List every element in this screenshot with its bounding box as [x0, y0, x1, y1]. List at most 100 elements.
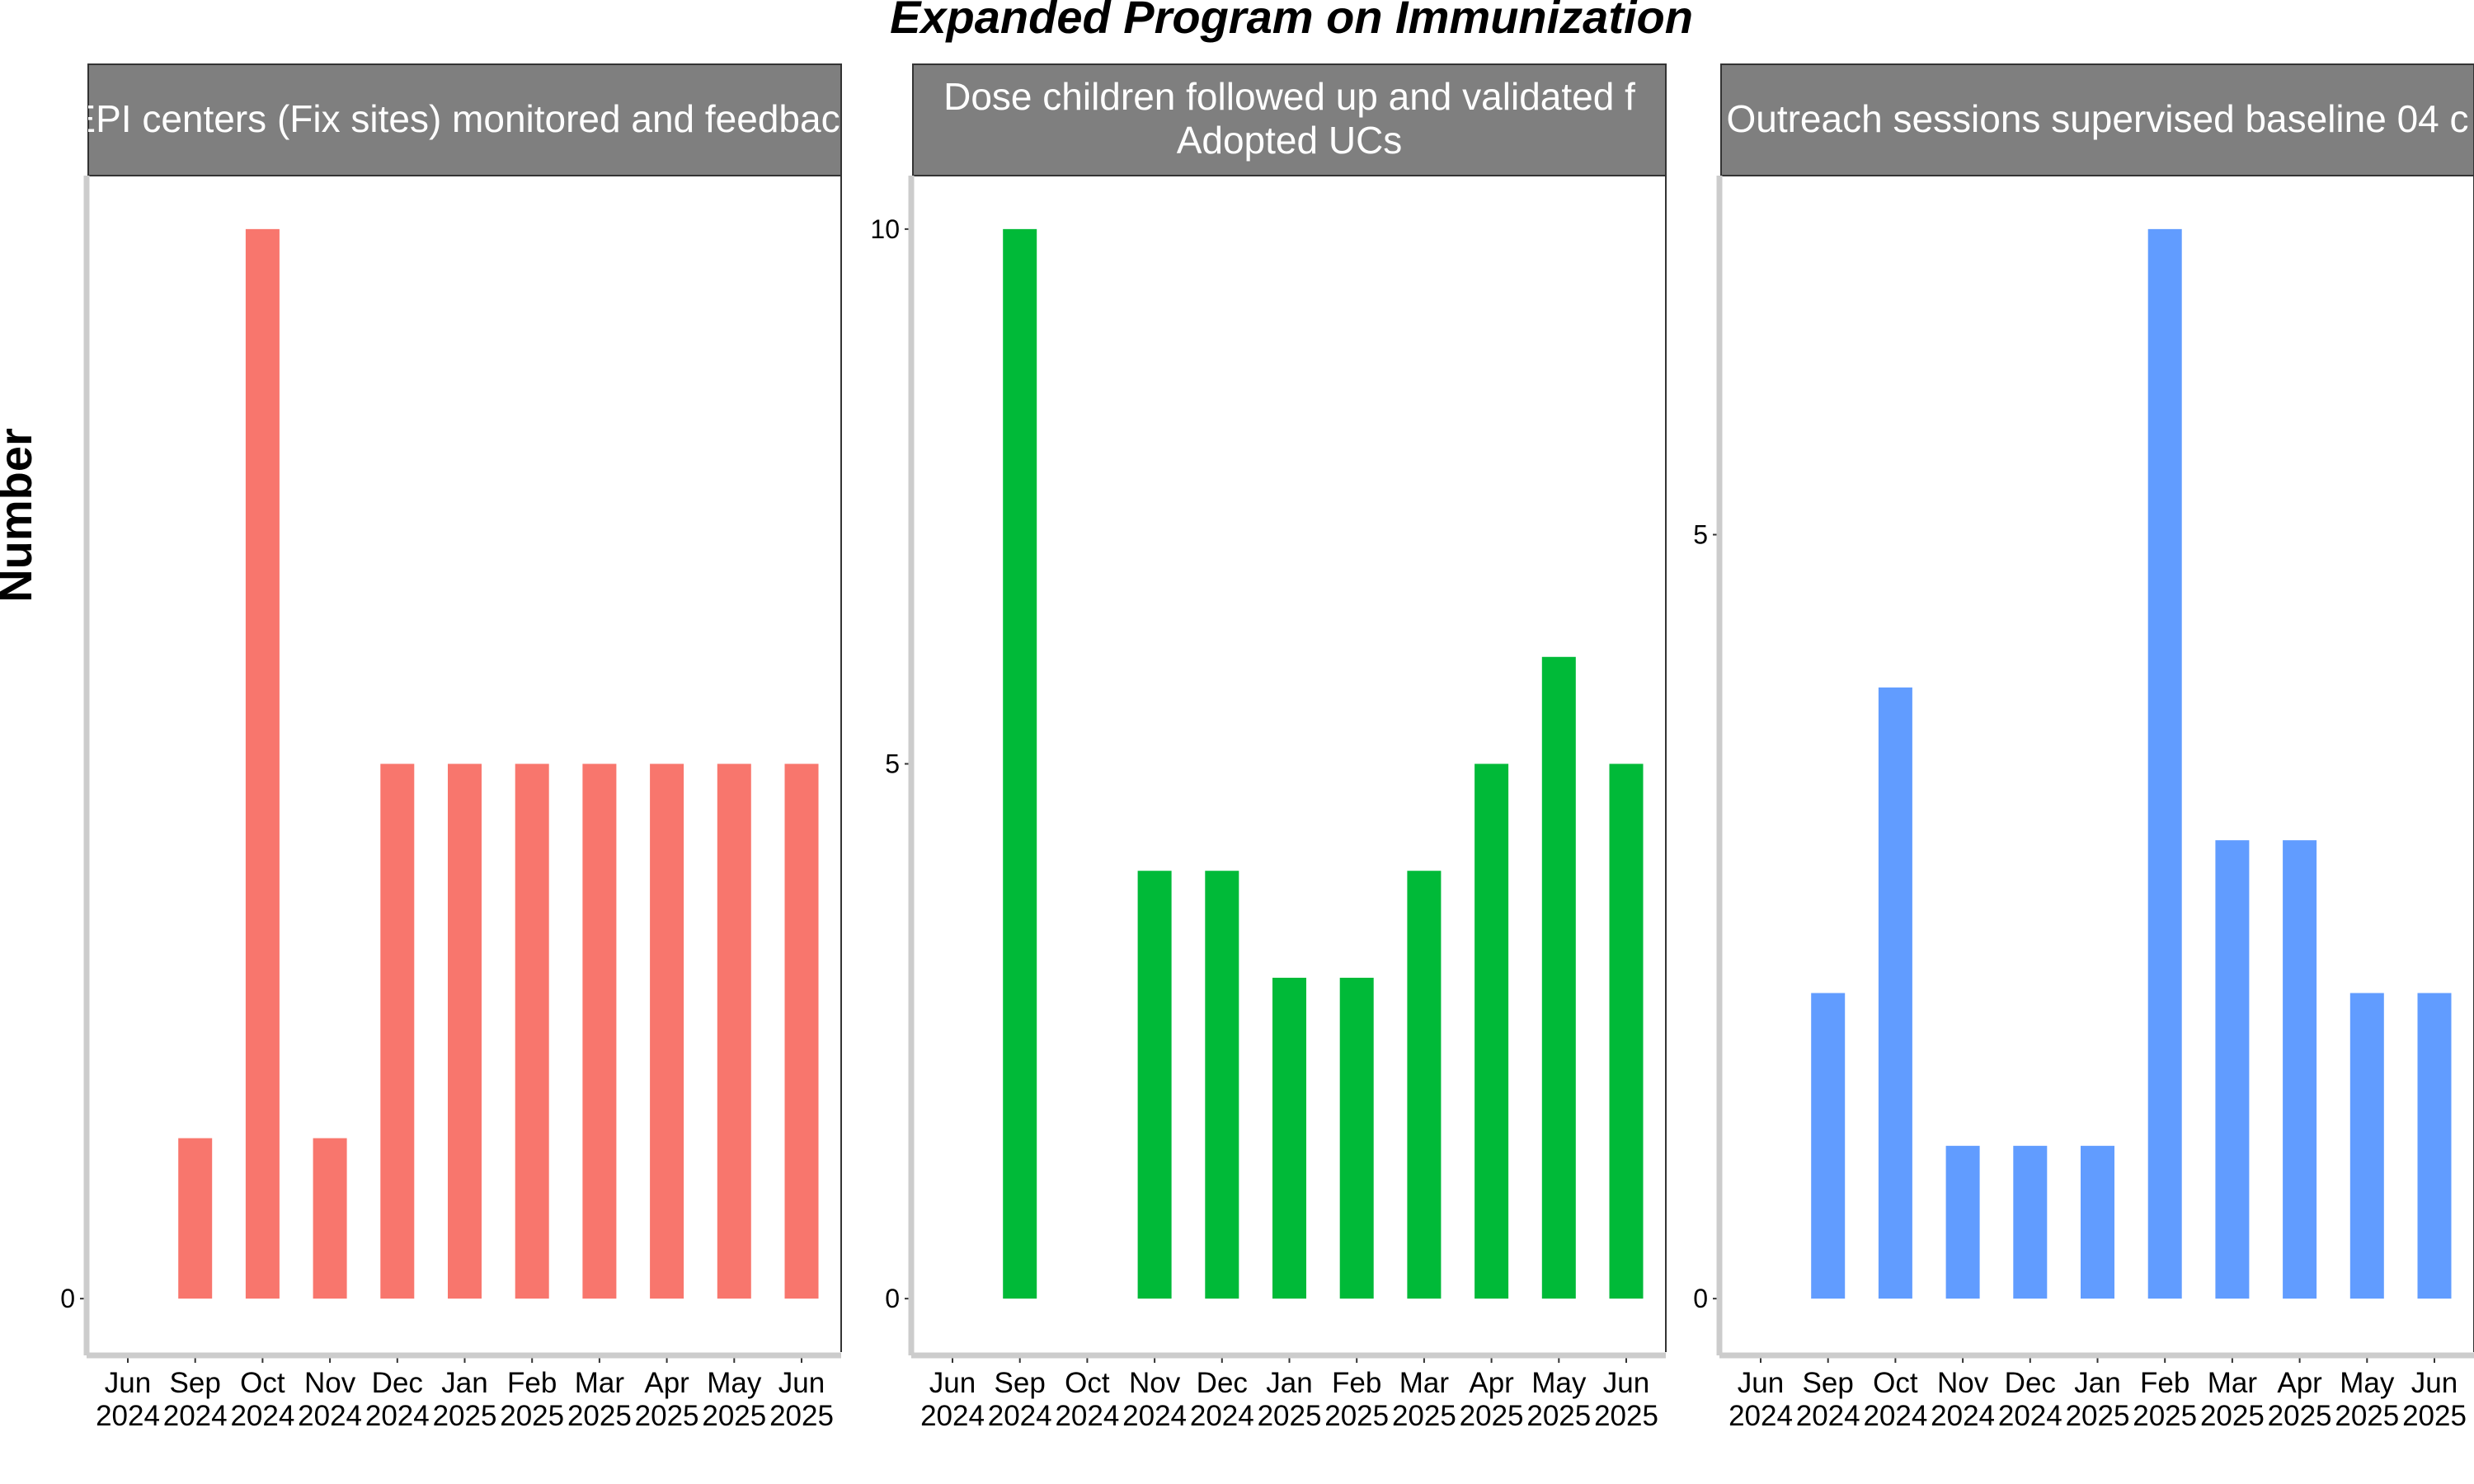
bar	[2283, 840, 2317, 1299]
x-tick-label: Oct 2024	[230, 1367, 294, 1432]
x-tick-label: Nov 2024	[1931, 1367, 1995, 1432]
bar	[1475, 763, 1509, 1299]
x-tick-month: Feb	[2140, 1367, 2189, 1399]
bar	[1205, 871, 1239, 1299]
x-tick-year: 2024	[163, 1400, 228, 1432]
x-tick-year: 2024	[298, 1400, 362, 1432]
x-tick-label: Mar 2025	[567, 1367, 632, 1432]
x-tick-label: Oct 2024	[1055, 1367, 1119, 1432]
x-tick-month: Dec	[372, 1367, 423, 1399]
facet-strip	[87, 63, 842, 176]
x-tick-month: Jun	[1738, 1367, 1784, 1399]
x-tick-label: Nov 2024	[298, 1367, 362, 1432]
facet-strip	[912, 63, 1667, 176]
x-tick-label: Mar 2025	[2200, 1367, 2265, 1432]
x-tick-label: Jun 2024	[96, 1367, 160, 1432]
chart-title: Expanded Program on Immunization	[890, 0, 1693, 43]
x-tick-month: Sep	[1803, 1367, 1854, 1399]
x-tick-month: Mar	[575, 1367, 625, 1399]
x-tick-month: Feb	[1332, 1367, 1381, 1399]
x-tick-label: Jun 2025	[2402, 1367, 2467, 1432]
x-tick-label: Oct 2024	[1863, 1367, 1927, 1432]
x-tick-month: Dec	[2005, 1367, 2056, 1399]
panels: EPI centers (Fix sites) monitored and fe…	[60, 63, 2474, 1432]
x-tick-label: Jan 2025	[2066, 1367, 2130, 1432]
bar	[717, 763, 751, 1299]
x-tick-month: Jun	[1603, 1367, 1649, 1399]
x-tick-month: Sep	[170, 1367, 221, 1399]
x-tick-label: Sep 2024	[1796, 1367, 1860, 1432]
x-tick-year: 2025	[1460, 1400, 1524, 1432]
bar	[2081, 1145, 2114, 1299]
x-tick-label: Nov 2024	[1122, 1367, 1187, 1432]
x-tick-year: 2024	[920, 1400, 985, 1432]
x-tick-year: 2024	[1122, 1400, 1187, 1432]
x-tick-month: Jun	[929, 1367, 976, 1399]
x-tick-year: 2025	[769, 1400, 834, 1432]
bar	[1945, 1145, 1980, 1299]
x-tick-month: Mar	[2208, 1367, 2258, 1399]
facet-strip	[1720, 63, 2474, 176]
x-tick-label: Dec 2024	[365, 1367, 430, 1432]
x-tick-label: Feb 2025	[500, 1367, 564, 1432]
y-tick-label: 0	[885, 1284, 900, 1313]
facet-panel: EPI centers (Fix sites) monitored and fe…	[60, 63, 859, 1432]
facet-strip-label: EPI centers (Fix sites) monitored and fe…	[70, 97, 859, 140]
x-tick-month: Apr	[1469, 1367, 1514, 1399]
x-tick-label: Apr 2025	[1460, 1367, 1524, 1432]
x-tick-year: 2024	[1931, 1400, 1995, 1432]
x-tick-month: Feb	[507, 1367, 557, 1399]
x-tick-label: Apr 2025	[2268, 1367, 2332, 1432]
x-tick-month: Mar	[1399, 1367, 1450, 1399]
x-tick-label: May 2025	[702, 1367, 766, 1432]
bar	[2215, 840, 2250, 1299]
x-tick-year: 2025	[2133, 1400, 2197, 1432]
x-tick-year: 2025	[2200, 1400, 2265, 1432]
facet-panel: Outreach sessions supervised baseline 04…	[1693, 63, 2474, 1432]
x-tick-label: Apr 2025	[635, 1367, 699, 1432]
x-tick-year: 2025	[702, 1400, 766, 1432]
bar	[2147, 228, 2182, 1299]
x-tick-month: Nov	[1937, 1367, 1989, 1399]
x-tick-month: May	[707, 1367, 762, 1399]
bar	[313, 1138, 347, 1299]
bar	[650, 763, 684, 1299]
x-tick-month: Nov	[304, 1367, 356, 1399]
bar	[448, 763, 482, 1299]
x-tick-label: Feb 2025	[2133, 1367, 2197, 1432]
bar	[178, 1138, 213, 1299]
x-tick-label: Mar 2025	[1392, 1367, 1456, 1432]
x-tick-month: Jan	[1266, 1367, 1312, 1399]
x-tick-label: Jun 2024	[1729, 1367, 1793, 1432]
x-tick-year: 2024	[1863, 1400, 1927, 1432]
x-tick-month: Sep	[995, 1367, 1046, 1399]
bar	[1407, 871, 1442, 1299]
facet-panel: Dose children followed up and validated …	[870, 63, 1667, 1432]
x-tick-label: May 2025	[2335, 1367, 2399, 1432]
x-tick-year: 2024	[96, 1400, 160, 1432]
x-tick-year: 2024	[1796, 1400, 1860, 1432]
bar	[380, 763, 415, 1299]
x-tick-year: 2025	[1392, 1400, 1456, 1432]
x-tick-month: Apr	[644, 1367, 689, 1399]
x-tick-year: 2024	[365, 1400, 430, 1432]
facet-strip-label: Outreach sessions supervised baseline 04…	[1726, 97, 2468, 140]
x-tick-year: 2025	[2335, 1400, 2399, 1432]
x-tick-year: 2024	[1998, 1400, 2062, 1432]
x-tick-year: 2025	[433, 1400, 497, 1432]
bar	[1137, 871, 1172, 1299]
x-tick-month: Dec	[1197, 1367, 1248, 1399]
bar	[2013, 1145, 2048, 1299]
x-tick-label: Dec 2024	[1998, 1367, 2062, 1432]
x-tick-year: 2024	[1729, 1400, 1793, 1432]
x-tick-year: 2024	[988, 1400, 1052, 1432]
x-tick-label: Sep 2024	[163, 1367, 228, 1432]
x-tick-label: Feb 2025	[1324, 1367, 1389, 1432]
x-tick-month: Oct	[240, 1367, 285, 1399]
x-tick-month: Oct	[1873, 1367, 1918, 1399]
x-tick-year: 2025	[500, 1400, 564, 1432]
x-tick-year: 2025	[1324, 1400, 1389, 1432]
x-tick-year: 2025	[1526, 1400, 1591, 1432]
x-tick-year: 2025	[1594, 1400, 1658, 1432]
x-tick-label: May 2025	[1526, 1367, 1591, 1432]
